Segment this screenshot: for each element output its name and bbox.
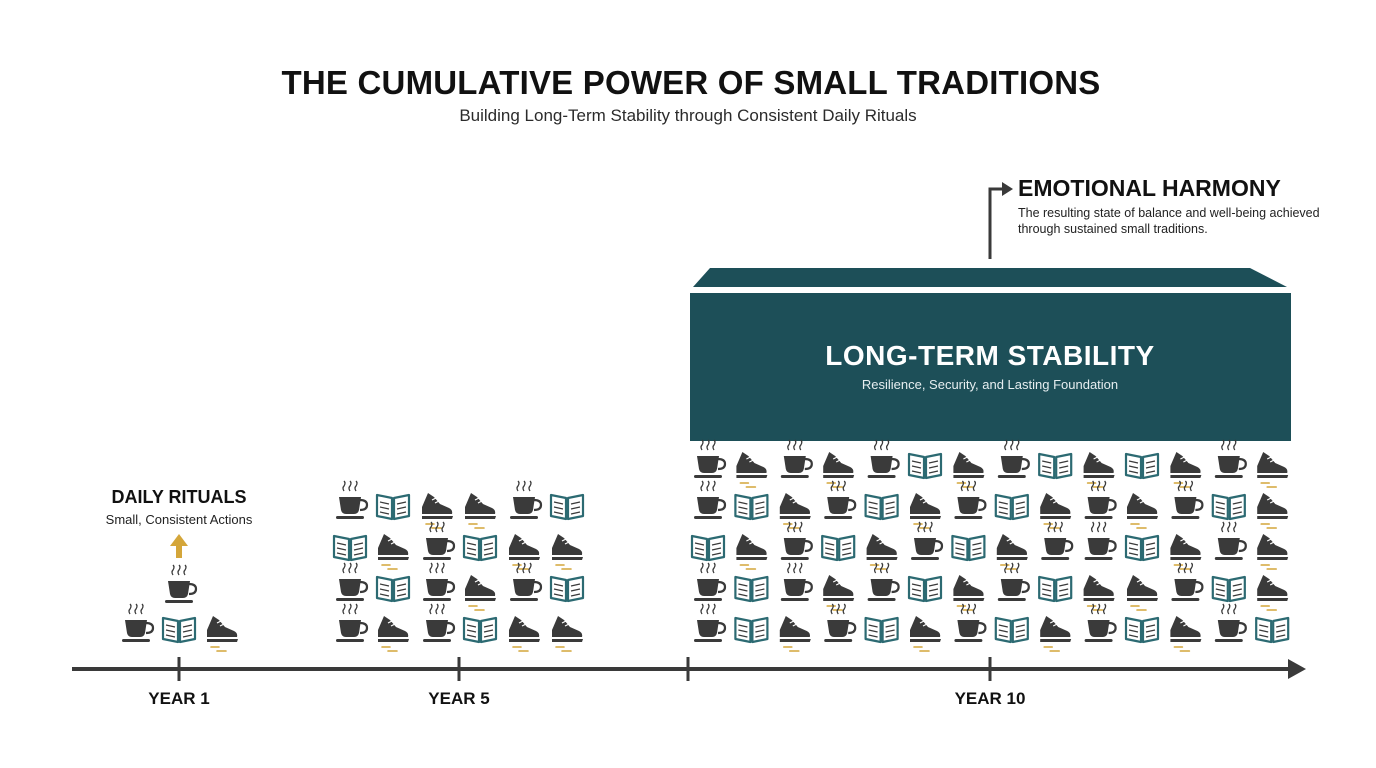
- coffee-cup-icon: [692, 561, 727, 603]
- coffee-cup-icon: [508, 479, 543, 521]
- open-book-icon: [1124, 452, 1160, 480]
- running-shoe-icon: [377, 615, 410, 652]
- running-shoe-icon: [735, 451, 769, 488]
- running-shoe-icon: [377, 533, 410, 570]
- running-shoe-icon: [551, 615, 584, 652]
- open-book-icon: [375, 493, 411, 521]
- coffee-cup-icon: [692, 479, 727, 521]
- coffee-cup-icon: [1213, 520, 1247, 562]
- daily-rituals-subtitle: Small, Consistent Actions: [105, 512, 253, 527]
- running-shoe-icon: [551, 533, 584, 570]
- open-book-icon: [951, 534, 986, 562]
- running-shoe-icon: [206, 615, 239, 652]
- coffee-cup-icon: [779, 438, 813, 480]
- stability-subtitle: Resilience, Security, and Lasting Founda…: [861, 377, 1119, 392]
- open-book-icon: [1038, 575, 1073, 603]
- emotional-harmony-description: The resulting state of balance and well-…: [1018, 206, 1320, 236]
- running-shoe-icon: [1256, 533, 1289, 570]
- running-shoe-icon: [464, 574, 497, 611]
- open-book-icon: [1211, 493, 1246, 521]
- open-book-icon: [734, 575, 769, 603]
- coffee-cup-icon: [334, 602, 369, 644]
- open-book-icon: [549, 493, 585, 521]
- running-shoe-icon: [778, 615, 812, 652]
- coffee-cup-icon: [692, 602, 727, 644]
- running-shoe-icon: [1169, 615, 1203, 652]
- daily-rituals-title: DAILY RITUALS: [111, 487, 247, 507]
- open-book-icon: [462, 616, 498, 644]
- year-10-label: YEAR 10: [954, 689, 1026, 708]
- timeline-arrow-icon: [1288, 659, 1306, 679]
- coffee-cup-icon: [866, 438, 900, 480]
- stability-title: LONG-TERM STABILITY: [825, 340, 1155, 371]
- ritual-icons: [120, 438, 1290, 652]
- open-book-icon: [549, 575, 585, 603]
- harmony-arrow-icon: [1002, 182, 1013, 196]
- coffee-cup-icon: [421, 561, 456, 603]
- stability-block-roof: [693, 268, 1287, 287]
- open-book-icon: [994, 616, 1029, 644]
- running-shoe-icon: [1256, 492, 1289, 529]
- running-shoe-icon: [735, 533, 769, 570]
- coffee-cup-icon: [692, 438, 727, 480]
- open-book-icon: [1255, 616, 1290, 644]
- running-shoe-icon: [1126, 492, 1159, 529]
- running-shoe-icon: [909, 615, 942, 652]
- open-book-icon: [1124, 534, 1160, 562]
- open-book-icon: [864, 616, 899, 644]
- open-book-icon: [864, 493, 899, 521]
- open-book-icon: [994, 493, 1029, 521]
- open-book-icon: [907, 575, 943, 603]
- open-book-icon: [332, 534, 368, 562]
- running-shoe-icon: [464, 492, 497, 529]
- open-book-icon: [161, 616, 197, 644]
- coffee-cup-icon: [334, 561, 369, 603]
- coffee-cup-icon: [1213, 438, 1247, 480]
- coffee-cup-icon: [1213, 602, 1247, 644]
- open-book-icon: [1124, 616, 1160, 644]
- open-book-icon: [907, 452, 943, 480]
- coffee-cup-icon: [120, 602, 155, 644]
- page-subtitle: Building Long-Term Stability through Con…: [459, 106, 917, 125]
- open-book-icon: [1038, 452, 1073, 480]
- open-book-icon: [462, 534, 498, 562]
- running-shoe-icon: [1256, 451, 1289, 488]
- running-shoe-icon: [1039, 615, 1072, 652]
- running-shoe-icon: [508, 615, 541, 652]
- coffee-cup-icon: [779, 561, 813, 603]
- running-shoe-icon: [1256, 574, 1289, 611]
- open-book-icon: [734, 493, 769, 521]
- open-book-icon: [690, 534, 726, 562]
- up-arrow-icon: [170, 534, 188, 558]
- coffee-cup-icon: [421, 602, 456, 644]
- harmony-connector: [988, 187, 1004, 259]
- open-book-icon: [375, 575, 411, 603]
- coffee-cup-icon: [334, 479, 369, 521]
- stability-block: [690, 293, 1291, 441]
- year-1-label: YEAR 1: [148, 689, 210, 708]
- open-book-icon: [734, 616, 769, 644]
- year-5-label: YEAR 5: [428, 689, 490, 708]
- coffee-cup-icon: [163, 563, 198, 605]
- open-book-icon: [821, 534, 856, 562]
- coffee-cup-icon: [1083, 520, 1117, 562]
- open-book-icon: [1211, 575, 1246, 603]
- page-title: THE CUMULATIVE POWER OF SMALL TRADITIONS: [281, 64, 1101, 101]
- emotional-harmony-title: EMOTIONAL HARMONY: [1018, 175, 1281, 201]
- coffee-cup-icon: [996, 438, 1030, 480]
- running-shoe-icon: [1126, 574, 1159, 611]
